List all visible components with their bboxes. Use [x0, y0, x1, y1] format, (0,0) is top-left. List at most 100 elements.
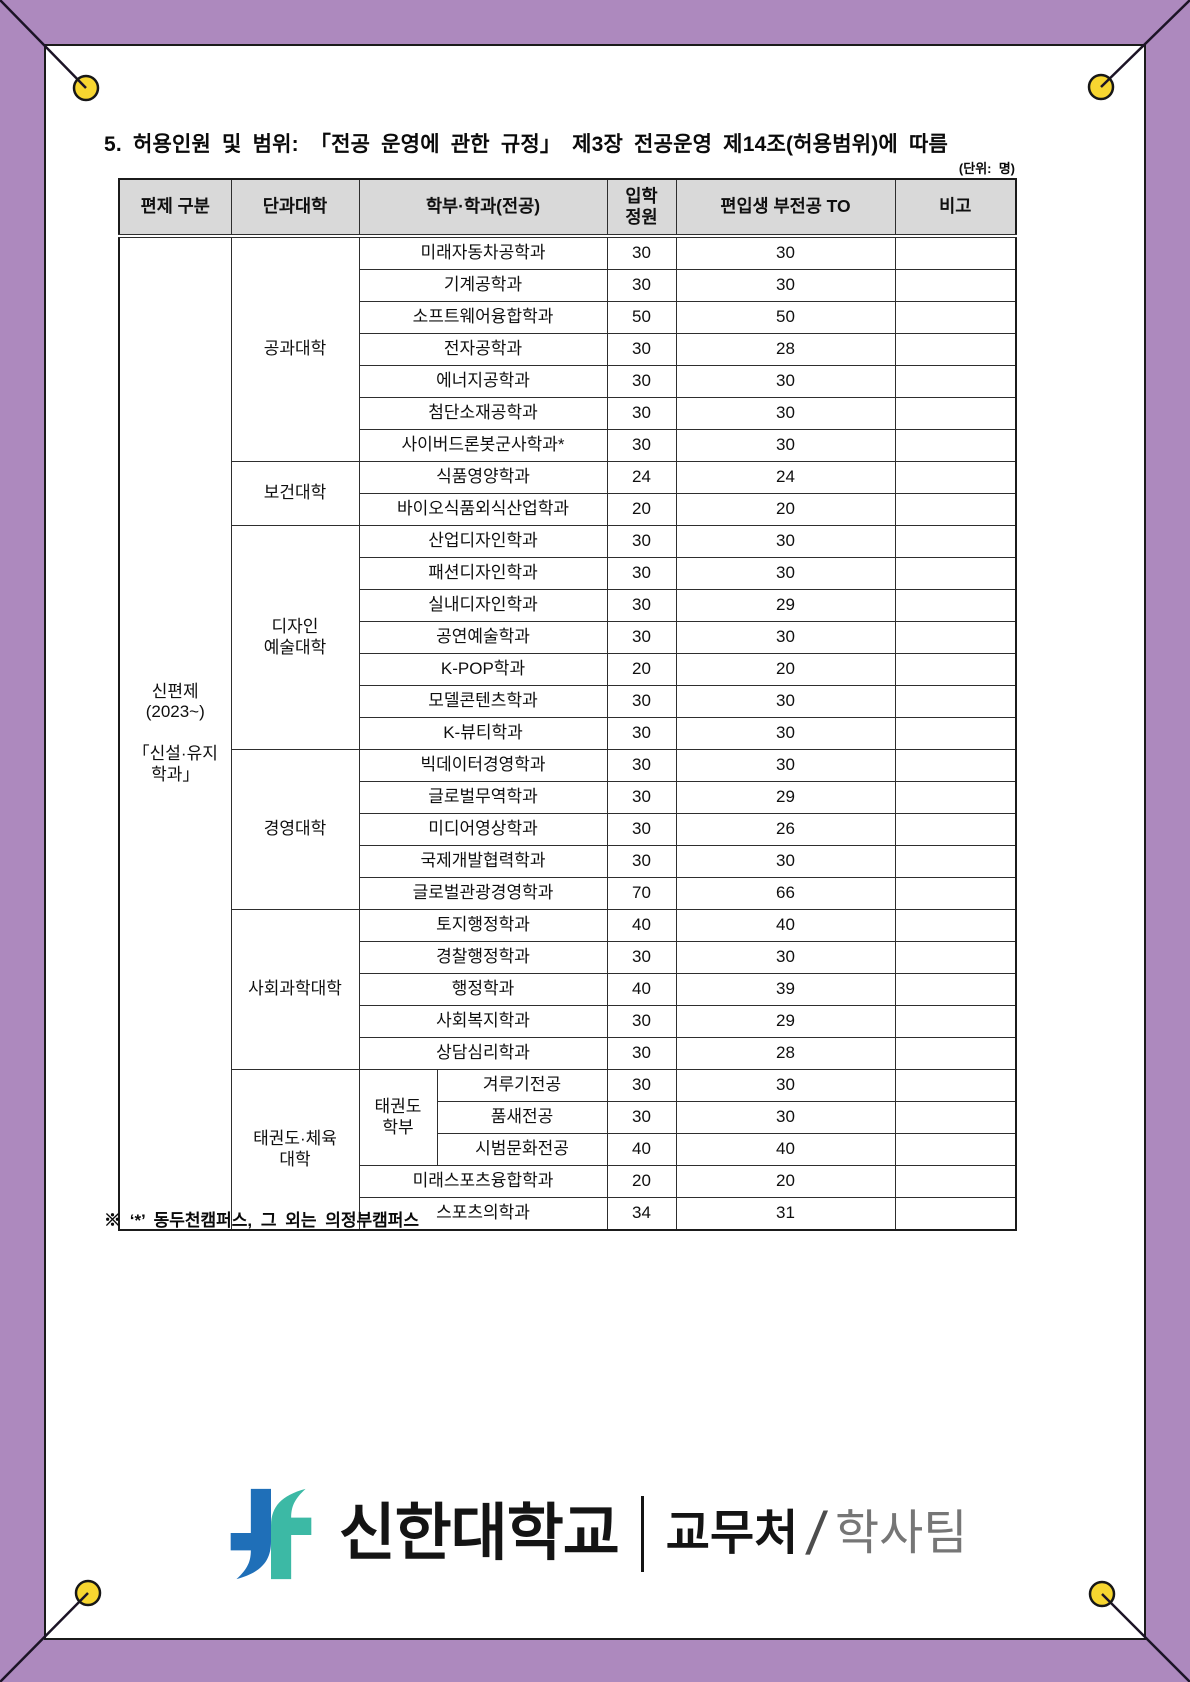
- to-cell: 20: [675, 1165, 896, 1198]
- table-row: K-뷰티학과 30 30: [119, 717, 1017, 750]
- quota-cell: 30: [606, 1005, 677, 1038]
- table-row: 소프트웨어융합학과 50 50: [119, 301, 1017, 334]
- college-cell: 태권도·체육 대학: [230, 1069, 360, 1231]
- table-row: 바이오식품외식산업학과 20 20: [119, 493, 1017, 526]
- dept-cell: 바이오식품외식산업학과: [358, 493, 608, 526]
- table-row: 글로벌관광경영학과 70 66: [119, 877, 1017, 910]
- to-cell: 30: [675, 845, 896, 878]
- dept-cell: K-뷰티학과: [358, 717, 608, 750]
- table-row: 신편제 (2023~) 「신설·유지 학과」 공과대학 미래자동차공학과 30 30: [118, 235, 1017, 1231]
- note-cell: [894, 461, 1017, 494]
- quota-cell: 30: [606, 781, 677, 814]
- note-cell: [894, 493, 1017, 526]
- table-row: 스포츠의학과 34 31: [119, 1197, 1017, 1231]
- quota-cell: 30: [606, 589, 677, 622]
- table-row: 에너지공학과 30 30: [119, 365, 1017, 398]
- note-cell: [894, 749, 1017, 782]
- table-row: 실내디자인학과 30 29: [119, 589, 1017, 622]
- note-cell: [894, 973, 1017, 1006]
- quota-cell: 30: [606, 685, 677, 718]
- note-cell: [894, 1197, 1017, 1231]
- note-cell: [894, 941, 1017, 974]
- header-category: 편제 구분: [118, 178, 232, 238]
- quota-cell: 30: [606, 557, 677, 590]
- category-cell: 신편제 (2023~) 「신설·유지 학과」: [118, 235, 232, 1231]
- table-row: 모델콘텐츠학과 30 30: [119, 685, 1017, 718]
- quota-cell: 40: [606, 909, 677, 942]
- table-row: 사이버드론봇군사학과* 30 30: [119, 429, 1017, 462]
- to-cell: 31: [675, 1197, 896, 1231]
- to-cell: 30: [675, 235, 896, 270]
- dept-cell: 사회복지학과: [358, 1005, 608, 1038]
- to-cell: 26: [675, 813, 896, 846]
- quota-cell: 30: [606, 941, 677, 974]
- note-cell: [894, 1069, 1017, 1102]
- faculty-cell: 태권도 학부: [358, 1069, 438, 1166]
- table-row: 경영대학 빅데이터경영학과 30 30: [119, 749, 1017, 910]
- dept-cell: 전자공학과: [358, 333, 608, 366]
- quota-cell: 50: [606, 301, 677, 334]
- table-row: 글로벌무역학과 30 29: [119, 781, 1017, 814]
- dept-cell: 기계공학과: [358, 269, 608, 302]
- dept-cell: 산업디자인학과: [358, 525, 608, 558]
- dept-cell: 미래자동차공학과: [358, 235, 608, 270]
- note-cell: [894, 269, 1017, 302]
- dept-cell: 공연예술학과: [358, 621, 608, 654]
- note-cell: [894, 845, 1017, 878]
- table-row: 미디어영상학과 30 26: [119, 813, 1017, 846]
- college-cell: 경영대학: [230, 749, 360, 910]
- quota-cell: 30: [606, 365, 677, 398]
- to-cell: 66: [675, 877, 896, 910]
- table-row: 사회복지학과 30 29: [119, 1005, 1017, 1038]
- quota-table-header: 편제 구분 단과대학 학부·학과(전공) 입학 정원 편입생 부전공 TO 비고: [118, 178, 1017, 238]
- to-cell: 30: [675, 749, 896, 782]
- table-row: 태권도·체육 대학 태권도 학부 겨루기전공 30 30: [119, 1069, 1017, 1231]
- note-cell: [894, 877, 1017, 910]
- table-row: 기계공학과 30 30: [119, 269, 1017, 302]
- quota-cell: 40: [606, 1133, 677, 1166]
- quota-cell: 30: [606, 429, 677, 462]
- to-cell: 30: [675, 1069, 896, 1102]
- dept-cell: 글로벌무역학과: [358, 781, 608, 814]
- quota-cell: 30: [606, 525, 677, 558]
- table-row: 품새전공 30 30: [119, 1101, 1017, 1134]
- to-cell: 30: [675, 1101, 896, 1134]
- university-logo-icon: [230, 1488, 311, 1580]
- to-cell: 30: [675, 397, 896, 430]
- dept-cell: 글로벌관광경영학과: [358, 877, 608, 910]
- college-cell: 사회과학대학: [230, 909, 360, 1070]
- quota-table-body: 신편제 (2023~) 「신설·유지 학과」 공과대학 미래자동차공학과 30 30 기계…: [118, 235, 1017, 1231]
- college-cell: 보건대학: [230, 461, 360, 526]
- quota-cell: 30: [606, 717, 677, 750]
- to-cell: 29: [675, 781, 896, 814]
- note-cell: [894, 653, 1017, 686]
- to-cell: 28: [675, 333, 896, 366]
- note-cell: [894, 717, 1017, 750]
- table-row: 경찰행정학과 30 30: [119, 941, 1017, 974]
- logo-divider: [640, 1496, 644, 1572]
- quota-cell: 30: [606, 269, 677, 302]
- header-quota: 입학 정원: [606, 178, 677, 238]
- quota-cell: 20: [606, 1165, 677, 1198]
- campus-footnote: ※ ‘*’ 동두천캠퍼스, 그 외는 의정부캠퍼스: [104, 1211, 420, 1230]
- to-cell: 50: [675, 301, 896, 334]
- to-cell: 39: [675, 973, 896, 1006]
- dept-cell: 경찰행정학과: [358, 941, 608, 974]
- table-row: 첨단소재공학과 30 30: [119, 397, 1017, 430]
- note-cell: [894, 909, 1017, 942]
- header-dept: 학부·학과(전공): [358, 178, 608, 238]
- note-cell: [894, 557, 1017, 590]
- dept-cell: 시범문화전공: [436, 1133, 608, 1166]
- dept-cell: 소프트웨어융합학과: [358, 301, 608, 334]
- to-cell: 30: [675, 941, 896, 974]
- table-row: 시범문화전공 40 40: [119, 1133, 1017, 1166]
- note-cell: [894, 333, 1017, 366]
- quota-cell: 70: [606, 877, 677, 910]
- to-cell: 30: [675, 685, 896, 718]
- dept-cell: 행정학과: [358, 973, 608, 1006]
- to-cell: 30: [675, 365, 896, 398]
- to-cell: 20: [675, 493, 896, 526]
- to-cell: 28: [675, 1037, 896, 1070]
- dept-cell: 겨루기전공: [436, 1069, 608, 1102]
